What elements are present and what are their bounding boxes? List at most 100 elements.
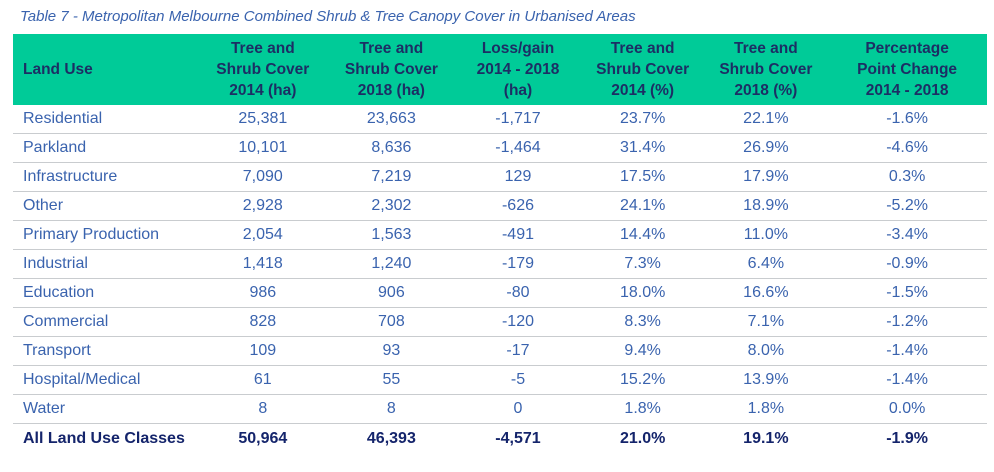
- table-cell: 18.0%: [580, 278, 705, 308]
- table-row: Water 8 8 0 1.8% 1.8% 0.0%: [13, 394, 987, 424]
- total-row: All Land Use Classes 50,964 46,393 -4,57…: [13, 424, 987, 455]
- table-cell: 11.0%: [704, 220, 828, 250]
- total-cell: -1.9%: [886, 430, 928, 447]
- table-row: Residential 25,381 23,663 -1,717 23.7% 22.1% -…: [13, 105, 987, 134]
- table-cell: Parkland: [13, 133, 199, 163]
- table-cell: 8.0%: [704, 336, 828, 366]
- table-cell: -491: [455, 220, 581, 250]
- table-cell: 26.9%: [704, 133, 828, 163]
- column-header-cover-2018-ha: Tree and Shrub Cover 2018 (ha): [327, 34, 456, 105]
- table-row: Industrial 1,418 1,240 -179 7.3% 6.4% -0.9%: [13, 249, 987, 279]
- table-header: Land Use Tree and Shrub Cover 2014 (ha) …: [13, 34, 987, 105]
- table-cell: -1.4%: [827, 336, 987, 366]
- table-cell: 14.4%: [580, 220, 705, 250]
- table-cell: -1,464: [455, 133, 581, 163]
- column-header-cover-2014-pct: Tree and Shrub Cover 2014 (%): [580, 34, 705, 105]
- table-cell: 129: [455, 162, 581, 192]
- table-cell: Hospital/Medical: [13, 365, 199, 395]
- table-cell: 31.4%: [580, 133, 705, 163]
- table-cell: 9.4%: [580, 336, 705, 366]
- table-cell: 109: [198, 336, 328, 366]
- table-cell: -0.9%: [827, 249, 987, 279]
- table-cell: -120: [455, 307, 581, 337]
- table-footer: All Land Use Classes 50,964 46,393 -4,57…: [13, 424, 987, 455]
- table-cell: -1.4%: [827, 365, 987, 395]
- table-row: Primary Production 2,054 1,563 -491 14.4% 11.…: [13, 220, 987, 250]
- table-cell: 1.8%: [704, 394, 828, 424]
- total-cell: 46,393: [366, 430, 416, 447]
- table-cell: -17: [455, 336, 581, 366]
- column-header-cover-2018-pct: Tree and Shrub Cover 2018 (%): [704, 34, 828, 105]
- column-header-pp-change: Percentage Point Change 2014 - 2018: [827, 34, 987, 105]
- table-cell: Water: [13, 394, 199, 424]
- table-cell: -1.2%: [827, 307, 987, 337]
- table-cell: -626: [455, 191, 581, 221]
- table-cell: 61: [198, 365, 328, 395]
- document-page: Table 7 - Metropolitan Melbourne Combine…: [13, 8, 987, 454]
- total-cell: 21.0%: [619, 430, 666, 447]
- table-cell: 15.2%: [580, 365, 705, 395]
- table-cell: Industrial: [13, 249, 199, 279]
- canopy-cover-table: Land Use Tree and Shrub Cover 2014 (ha) …: [13, 34, 987, 454]
- table-cell: 7,219: [327, 162, 456, 192]
- table-caption: Table 7 - Metropolitan Melbourne Combine…: [20, 8, 636, 25]
- table-cell: -1,717: [455, 105, 581, 134]
- table-cell: 708: [327, 307, 456, 337]
- table-cell: -5.2%: [827, 191, 987, 221]
- table-cell: Education: [13, 278, 199, 308]
- table-cell: 8,636: [327, 133, 456, 163]
- table-cell: 24.1%: [580, 191, 705, 221]
- table-cell: 17.5%: [580, 162, 705, 192]
- table-cell: 1,418: [198, 249, 328, 279]
- total-cell: -4,571: [495, 430, 541, 447]
- table-row: Commercial 828 708 -120 8.3% 7.1% -1.2%: [13, 307, 987, 337]
- table-cell: -80: [455, 278, 581, 308]
- table-cell: 0.0%: [827, 394, 987, 424]
- table-cell: 25,381: [198, 105, 328, 134]
- table-cell: 1,563: [327, 220, 456, 250]
- table-cell: 2,302: [327, 191, 456, 221]
- table-cell: 1,240: [327, 249, 456, 279]
- table-row: Transport 109 93 -17 9.4% 8.0% -1.4%: [13, 336, 987, 366]
- table-cell: 7.1%: [704, 307, 828, 337]
- table-row: Education 986 906 -80 18.0% 16.6% -1.5%: [13, 278, 987, 308]
- table-cell: 8: [198, 394, 328, 424]
- total-cell: 19.1%: [743, 430, 789, 447]
- table-cell: 1.8%: [580, 394, 705, 424]
- table-cell: 0: [455, 394, 581, 424]
- column-header-land-use: Land Use: [13, 34, 199, 105]
- table-cell: Infrastructure: [13, 162, 199, 192]
- header-row: Land Use Tree and Shrub Cover 2014 (ha) …: [13, 34, 987, 105]
- table-cell: 7.3%: [580, 249, 705, 279]
- table-cell: Primary Production: [13, 220, 199, 250]
- table-cell: 6.4%: [704, 249, 828, 279]
- total-cell-land-use: All Land Use Classes: [23, 430, 185, 447]
- table-cell: 986: [198, 278, 328, 308]
- table-cell: 16.6%: [704, 278, 828, 308]
- table-cell: 93: [327, 336, 456, 366]
- table-cell: -1.5%: [827, 278, 987, 308]
- column-header-loss-gain-ha: Loss/gain 2014 - 2018 (ha): [455, 34, 581, 105]
- table-row: Parkland 10,101 8,636 -1,464 31.4% 26.9% -4.6%: [13, 133, 987, 163]
- table-cell: -1.6%: [827, 105, 987, 134]
- table-cell: 23,663: [327, 105, 456, 134]
- table-cell: -179: [455, 249, 581, 279]
- table-cell: -4.6%: [827, 133, 987, 163]
- table-row: Hospital/Medical 61 55 -5 15.2% 13.9% -1.4%: [13, 365, 987, 395]
- table-cell: Commercial: [13, 307, 199, 337]
- table-cell: 828: [198, 307, 328, 337]
- column-header-cover-2014-ha: Tree and Shrub Cover 2014 (ha): [198, 34, 328, 105]
- table-cell: Residential: [13, 105, 199, 134]
- table-row: Other 2,928 2,302 -626 24.1% 18.9% -5.2%: [13, 191, 987, 221]
- table-cell: -5: [455, 365, 581, 395]
- total-cell: 50,964: [238, 430, 288, 447]
- table-row: Infrastructure 7,090 7,219 129 17.5% 17.9% 0.3…: [13, 162, 987, 192]
- table-cell: 18.9%: [704, 191, 828, 221]
- table-cell: 22.1%: [704, 105, 828, 134]
- table-cell: 10,101: [198, 133, 328, 163]
- table-cell: Transport: [13, 336, 199, 366]
- table-cell: 8.3%: [580, 307, 705, 337]
- table-cell: 13.9%: [704, 365, 828, 395]
- table-cell: -3.4%: [827, 220, 987, 250]
- table-cell: Other: [13, 191, 199, 221]
